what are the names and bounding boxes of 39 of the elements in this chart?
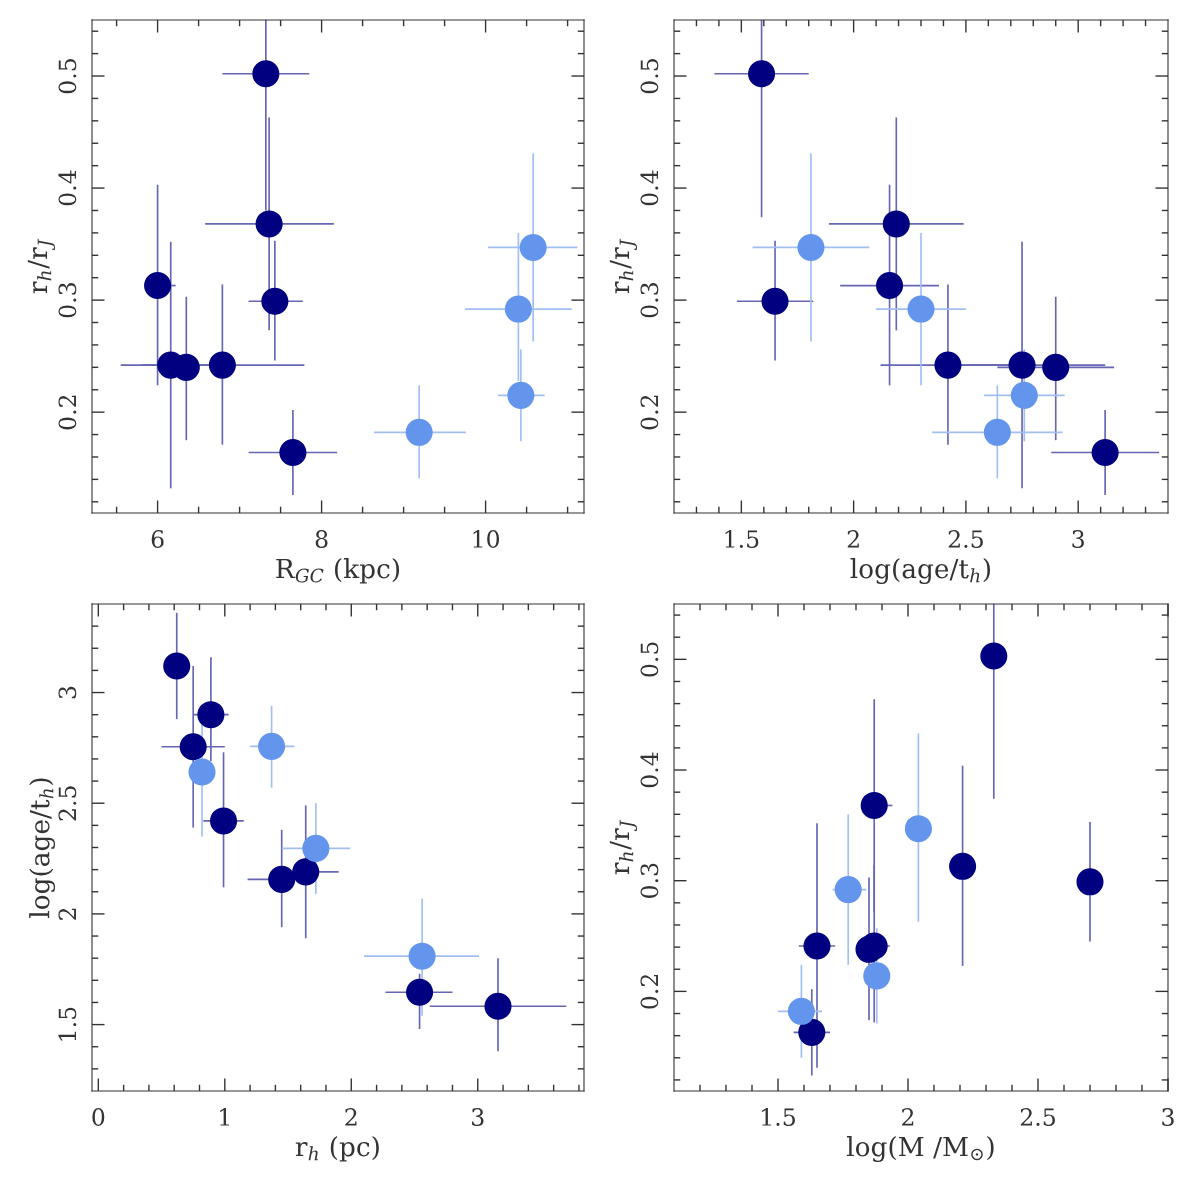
x-tick-label: 8	[315, 530, 328, 548]
x-axis-title: log(age/t$_{h}$)	[850, 558, 991, 584]
y-axis-title: r$_{h}$/r$_{J}$	[609, 238, 638, 294]
x-tick-label: 10	[473, 530, 500, 548]
y-tick-label: 0.3	[58, 283, 77, 318]
y-axis-title: r$_{h}$/r$_{J}$	[609, 819, 638, 875]
y-tick-label: 0.2	[640, 974, 659, 1009]
y-axis-title: r$_{h}$/r$_{J}$	[27, 238, 56, 294]
x-tick-label: 3	[1162, 1108, 1174, 1126]
y-tick-label: 3	[58, 686, 77, 699]
x-tick-label: 2.5	[948, 530, 983, 548]
x-axis-title: R$_{GC}$ (kpc)	[276, 558, 400, 584]
x-tick-label: 1.5	[725, 530, 759, 548]
x-tick-label: 3	[472, 1108, 484, 1126]
y-tick-label: 0.3	[640, 283, 659, 318]
x-tick-label: 1.5	[762, 1108, 795, 1126]
y-tick-label: 0.5	[640, 642, 659, 677]
y-tick-label: 0.3	[640, 863, 659, 898]
x-tick-label: 1	[220, 1108, 229, 1126]
y-tick-label: 0.4	[640, 752, 659, 788]
y-tick-label: 0.2	[640, 395, 659, 430]
x-tick-label: 2.5	[1020, 1108, 1055, 1126]
y-tick-label: 0.5	[640, 59, 659, 94]
x-tick-label: 0	[92, 1108, 105, 1126]
y-tick-label: 2.5	[58, 786, 77, 821]
y-axis-title: log(age/t$_{h}$)	[29, 778, 56, 918]
y-tick-label: 0.4	[640, 170, 659, 206]
x-tick-label: 3	[1072, 530, 1084, 548]
x-axis-title: r$_{h}$ (pc)	[295, 1136, 379, 1162]
y-tick-label: 2	[58, 908, 76, 920]
x-tick-label: 2	[902, 1108, 914, 1126]
y-tick-label: 0.5	[58, 59, 77, 94]
x-tick-label: 6	[151, 530, 164, 548]
x-tick-label: 2	[847, 530, 859, 548]
x-axis-title: log(M /M$_{⊙}$)	[846, 1136, 994, 1162]
y-tick-label: 0.2	[58, 395, 77, 430]
y-tick-label: 1.5	[58, 1007, 77, 1041]
y-tick-label: 0.4	[58, 170, 77, 206]
x-tick-label: 2	[345, 1108, 357, 1126]
